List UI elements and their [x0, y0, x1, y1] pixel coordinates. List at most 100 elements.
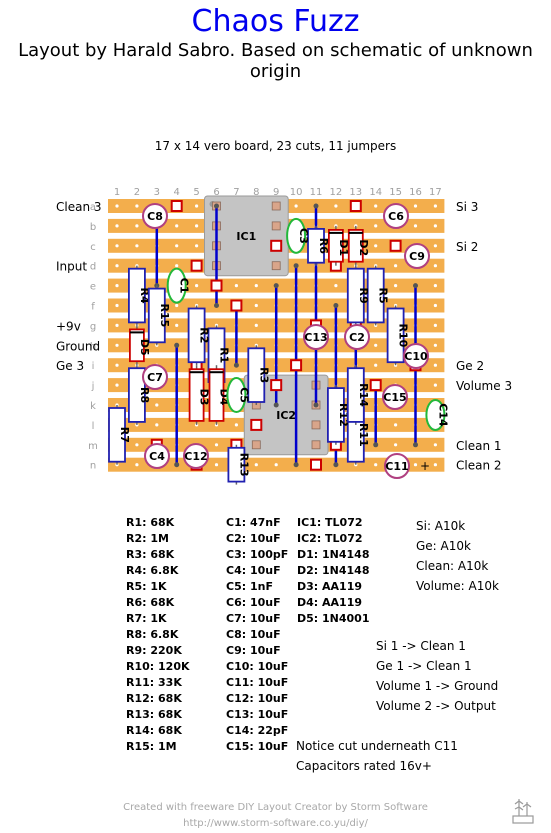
row-label: i: [92, 361, 95, 372]
board-info: 17 x 14 vero board, 23 cuts, 11 jumpers: [154, 139, 397, 153]
row-label: c: [90, 242, 96, 253]
components: R1 R2 R3 R4 R5 R6 R7 R8 R9 R10 R11 R12 R13 R14 R15 D1 D2…: [108, 203, 449, 485]
strip-hole: [394, 284, 398, 288]
film-capacitor-body: [226, 377, 247, 414]
strip-hole: [433, 323, 437, 327]
strip-hole: [135, 204, 139, 208]
column-label: 16: [409, 187, 422, 198]
left-connection-label: Ground: [56, 339, 100, 353]
electrolytic-capacitor-body: [144, 443, 170, 469]
capacitor-label: C7: [147, 371, 163, 384]
strip-hole: [115, 363, 119, 367]
solder-point: [214, 303, 219, 308]
part-entry: C7: 10uF: [226, 612, 281, 625]
strip-cut: [389, 239, 402, 252]
column-label: 17: [429, 187, 442, 198]
row-label: n: [90, 461, 96, 472]
wiring-list: Si 1 -> Clean 1 Ge 1 -> Clean 1 Volume 1…: [376, 636, 498, 716]
resistor-body: [366, 267, 385, 324]
column-label: 9: [273, 187, 279, 198]
solder-point: [273, 283, 279, 289]
resistor-label: R3: [257, 367, 270, 383]
footer-credit: Created with freeware DIY Layout Creator…: [123, 802, 428, 813]
right-connection-label: Clean 2: [456, 459, 502, 473]
column-label: 5: [193, 187, 199, 198]
strip-hole: [394, 423, 398, 427]
footer-url[interactable]: http://www.storm-software.co.yu/diy/: [183, 818, 368, 829]
semiconductor-list: IC1: TL072 IC2: TL072 D1: 1N4148 D2: 1N4…: [297, 515, 370, 627]
strip-hole: [433, 443, 437, 447]
column-label: 3: [154, 187, 160, 198]
strip-hole: [413, 204, 418, 208]
right-connection-label: Si 3: [456, 200, 478, 214]
solder-point: [313, 203, 319, 209]
strip-hole: [234, 423, 238, 427]
resistor-body: [247, 347, 266, 403]
ic-pin: [251, 440, 261, 450]
part-entry: R6: 68K: [126, 596, 175, 609]
resistor-body: [326, 387, 345, 443]
strip-hole: [413, 463, 418, 467]
strip-hole: [274, 463, 278, 467]
capacitor-label: C1: [178, 278, 191, 294]
solder-point: [313, 402, 319, 408]
strip-hole: [433, 244, 437, 248]
strip-hole: [155, 423, 159, 427]
ic-pin: [311, 440, 321, 450]
strip-hole: [374, 363, 378, 367]
row-label: f: [91, 302, 95, 313]
left-connection-label: Clean 3: [56, 200, 102, 214]
column-label: 12: [330, 187, 343, 198]
diode-label: D5: [138, 339, 151, 356]
resistor-body: [346, 367, 365, 423]
diode-label: D1: [337, 239, 350, 256]
electrolytic-capacitor-body: [142, 364, 168, 390]
left-connection-label: Input: [56, 260, 87, 274]
resistor-body: [386, 307, 405, 364]
strip-hole: [175, 303, 179, 308]
part-entry: C13: 10uF: [226, 708, 289, 721]
solder-point: [333, 462, 339, 468]
part-entry: D2: 1N4148: [297, 564, 370, 577]
strip-hole: [254, 323, 258, 327]
strip-hole: [175, 224, 179, 228]
ic-pin: [271, 201, 281, 211]
part-entry: C14: 22pF: [226, 724, 289, 737]
row-label: j: [91, 381, 95, 392]
strip-cut: [170, 200, 183, 212]
strip-hole: [115, 224, 119, 228]
part-entry: R2: 1M: [126, 532, 169, 545]
solder-point: [233, 362, 239, 368]
strip-hole: [135, 224, 139, 228]
strip-hole: [394, 443, 398, 447]
strip-hole: [374, 204, 378, 208]
row-label: l: [92, 421, 95, 432]
row-label: d: [90, 262, 96, 273]
strip-hole: [115, 204, 119, 208]
wiring-entry: Volume 1 -> Ground: [376, 679, 499, 693]
solder-point: [413, 442, 418, 448]
ic-pin: [271, 221, 281, 231]
part-entry: R12: 68K: [126, 692, 182, 705]
page-title: Chaos Fuzz: [191, 4, 360, 39]
strip-hole: [135, 463, 139, 467]
footer: Created with freeware DIY Layout Creator…: [0, 800, 551, 832]
part-entry: C10: 10uF: [226, 660, 289, 673]
part-entry: C9: 10uF: [226, 644, 281, 657]
ic-label: IC1: [236, 230, 256, 243]
resistor-label: R1: [218, 347, 231, 363]
strip-hole: [433, 383, 437, 387]
part-entry: R7: 1K: [126, 612, 167, 625]
resistor-list: R1: 68K R2: 1M R3: 68K R4: 6.8K R5: 1K R…: [126, 515, 190, 755]
resistor-label: R15: [158, 304, 171, 328]
strip-cut: [290, 359, 303, 372]
column-labels: 1 2 3 4 5 6 7 8 9 10 11 12 13 14 15 16 17: [114, 187, 442, 198]
column-label: 15: [389, 187, 402, 198]
part-entry: C1: 47nF: [226, 516, 281, 529]
strip-hole: [334, 284, 338, 288]
resistor-body: [187, 307, 206, 364]
electrolytic-capacitor-body: [142, 203, 168, 229]
strip-hole: [374, 244, 378, 248]
part-entry: IC1: TL072: [297, 516, 363, 529]
